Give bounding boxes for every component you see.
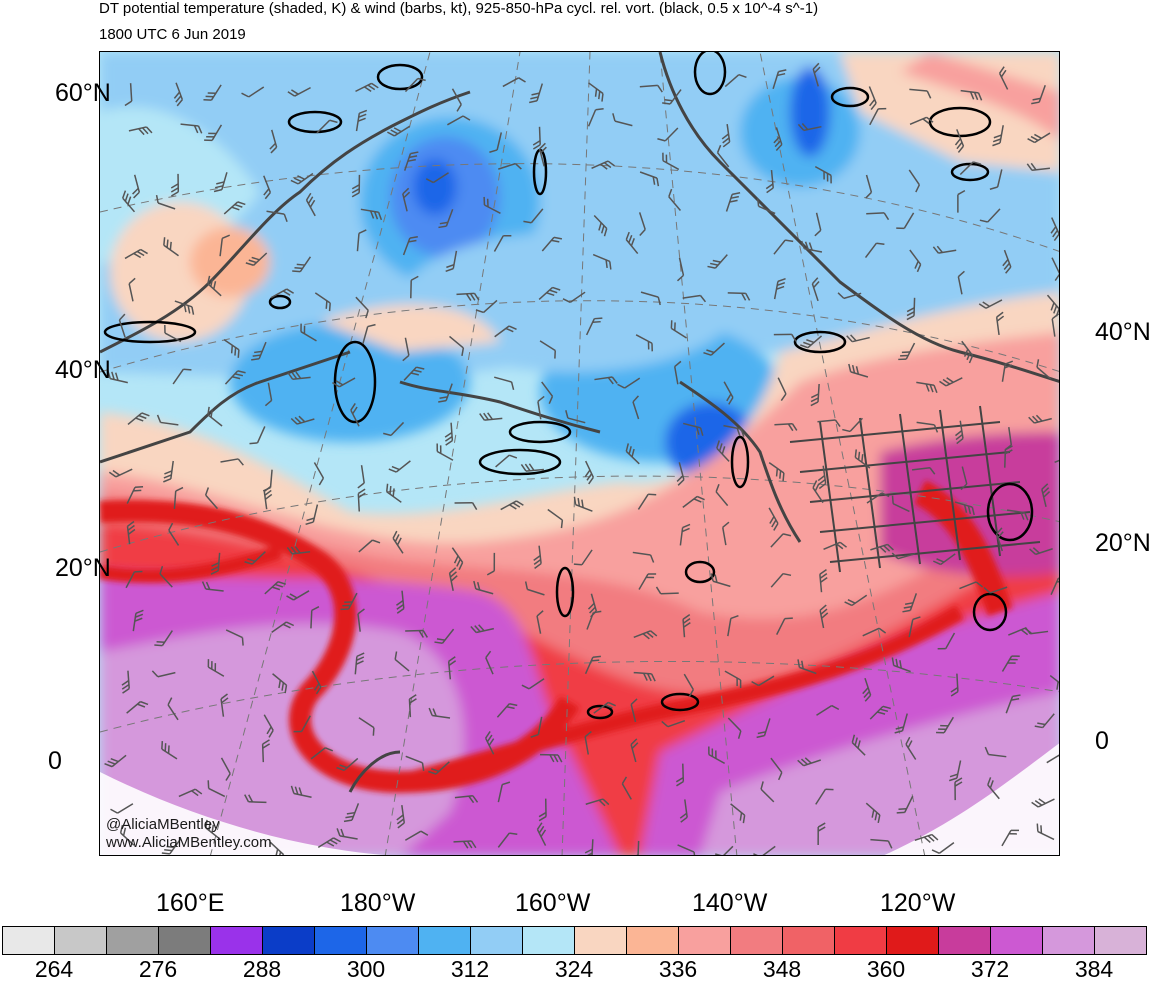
lat-label-60n: 60°N (55, 79, 111, 108)
lat-label-eq: 0 (48, 747, 62, 776)
colorbar-swatch (106, 926, 159, 955)
colorbar-swatch (834, 926, 887, 955)
colorbar-swatch (262, 926, 315, 955)
colorbar-swatch (678, 926, 731, 955)
colorbar-tick-label: 276 (139, 956, 177, 983)
colorbar-tick-label: 324 (555, 956, 593, 983)
colorbar-swatch (1094, 926, 1147, 955)
colorbar-swatch (314, 926, 367, 955)
lat-label-20n: 20°N (55, 554, 111, 583)
colorbar-swatch (210, 926, 263, 955)
colorbar-tick-label: 288 (243, 956, 281, 983)
map-valid-time: 1800 UTC 6 Jun 2019 (99, 26, 246, 43)
colorbar-tick-label: 300 (347, 956, 385, 983)
lon-label-160e: 160°E (156, 889, 224, 918)
colorbar-tick-label: 372 (971, 956, 1009, 983)
weather-map (100, 52, 1060, 856)
colorbar-swatch (990, 926, 1043, 955)
colorbar-swatch (938, 926, 991, 955)
lon-label-160w: 160°W (515, 889, 590, 918)
colorbar-swatch (418, 926, 471, 955)
lon-label-180w: 180°W (340, 889, 415, 918)
colorbar-tick-label: 312 (451, 956, 489, 983)
lon-label-120w: 120°W (880, 889, 955, 918)
colorbar-swatch (522, 926, 575, 955)
credit-handle: @AliciaMBentley (106, 816, 220, 833)
colorbar-swatch (54, 926, 107, 955)
lat-label-20n-right: 20°N (1095, 529, 1151, 558)
credit-website: www.AliciaMBentley.com (106, 834, 272, 851)
colorbar-swatch (158, 926, 211, 955)
lat-label-eq-right: 0 (1095, 727, 1109, 756)
colorbar-swatch (730, 926, 783, 955)
map-title: DT potential temperature (shaded, K) & w… (99, 0, 818, 17)
colorbar-tick-label: 384 (1075, 956, 1113, 983)
colorbar-tick-label: 360 (867, 956, 905, 983)
lat-label-40n-right: 40°N (1095, 318, 1151, 347)
colorbar-swatch (574, 926, 627, 955)
lon-label-140w: 140°W (692, 889, 767, 918)
colorbar-swatch (626, 926, 679, 955)
colorbar-swatch (886, 926, 939, 955)
map-panel (99, 51, 1060, 856)
colorbar (2, 926, 1146, 955)
colorbar-swatch (782, 926, 835, 955)
colorbar-swatch (470, 926, 523, 955)
colorbar-swatch (1042, 926, 1095, 955)
colorbar-tick-label: 348 (763, 956, 801, 983)
colorbar-tick-label: 264 (35, 956, 73, 983)
colorbar-tick-label: 336 (659, 956, 697, 983)
colorbar-swatch (2, 926, 55, 955)
colorbar-swatch (366, 926, 419, 955)
lat-label-40n: 40°N (55, 356, 111, 385)
